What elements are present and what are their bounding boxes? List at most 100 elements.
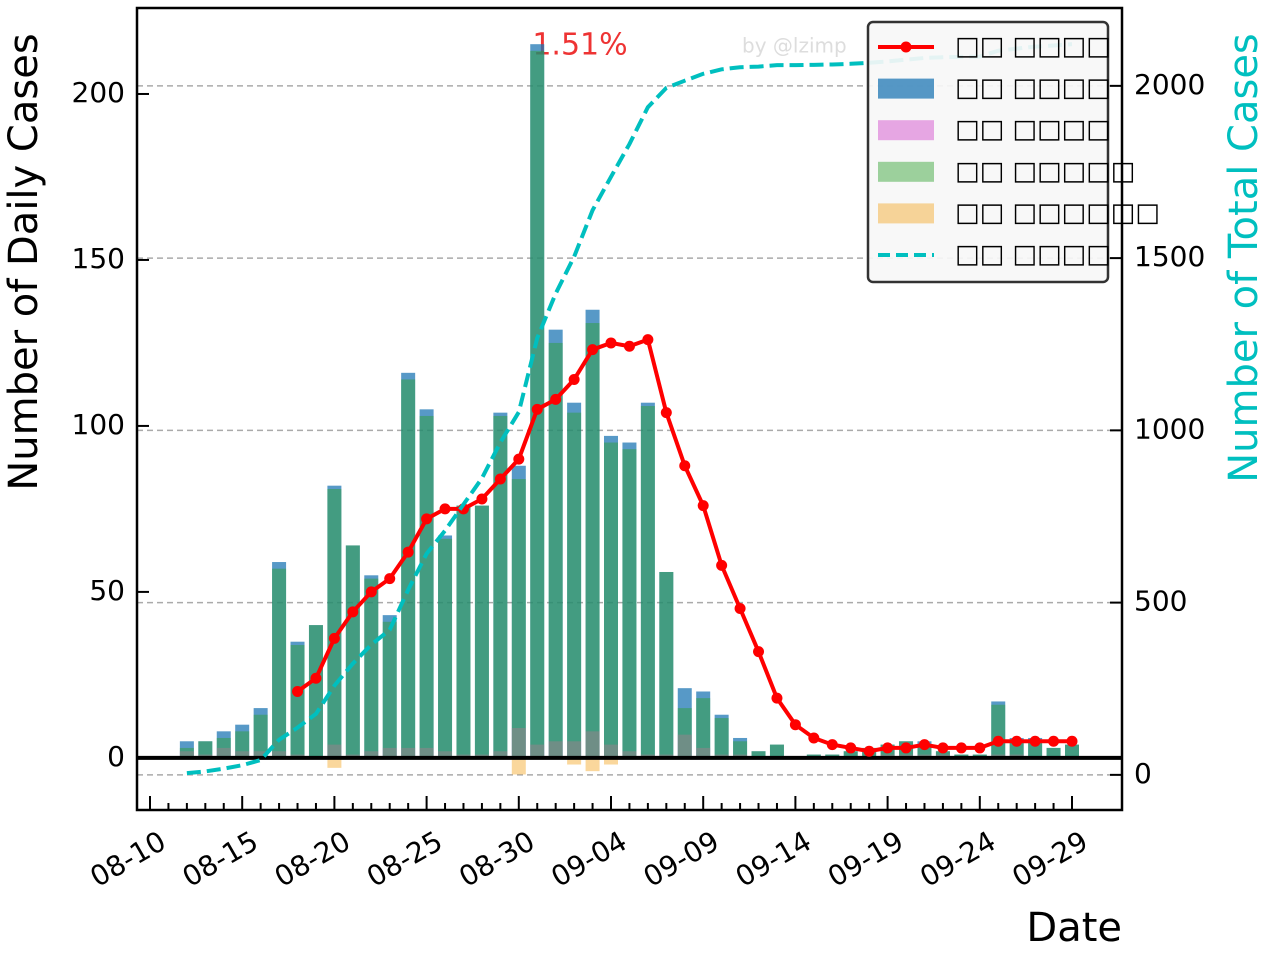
bar	[198, 741, 213, 758]
bar	[585, 323, 600, 758]
bar	[364, 575, 379, 758]
bar	[493, 415, 508, 758]
marker	[955, 742, 967, 754]
bar	[382, 615, 397, 758]
bar	[659, 571, 674, 758]
marker	[587, 344, 599, 356]
bar	[456, 505, 471, 758]
bar	[308, 625, 323, 758]
bar	[567, 757, 582, 765]
y-tick-label: 50	[89, 574, 125, 607]
bar	[733, 737, 748, 758]
bar	[567, 412, 582, 758]
y2-tick-label: 500	[1134, 585, 1187, 618]
legend-marker	[900, 41, 912, 53]
bar	[991, 704, 1006, 758]
y-tick-label: 200	[72, 76, 125, 109]
bar	[438, 535, 453, 758]
marker	[531, 403, 543, 415]
bar	[511, 757, 526, 775]
bar	[216, 747, 231, 758]
y2-axis-label: Number of Total Cases	[1221, 33, 1267, 483]
x-tick-label: 08-25	[361, 824, 448, 893]
y2-tick-label: 2000	[1134, 68, 1205, 101]
x-tick-label: 09-29	[1007, 824, 1094, 893]
bar	[604, 744, 618, 758]
bar	[585, 757, 600, 772]
bar	[308, 625, 323, 758]
marker	[476, 493, 488, 505]
marker	[605, 337, 617, 349]
legend: □□ □□□□ □□ □□□□ □□ □□□□ □□ □□□□□ □□ □□□□□□ □□…	[866, 20, 1160, 284]
bar	[272, 568, 287, 758]
legend-swatch	[878, 78, 934, 99]
y2-tick-label: 1000	[1134, 412, 1205, 445]
bar	[622, 442, 637, 758]
bar	[364, 578, 379, 758]
marker	[660, 407, 672, 419]
bar	[585, 309, 600, 758]
marker	[882, 742, 894, 754]
bar	[733, 741, 748, 758]
bar	[327, 757, 342, 768]
x-axis-label: Date	[1026, 905, 1122, 951]
marker	[808, 732, 820, 744]
marker	[439, 503, 451, 515]
marker	[1048, 735, 1060, 747]
bar	[474, 505, 489, 758]
bar	[235, 731, 250, 758]
bar	[1046, 747, 1061, 758]
legend-swatch	[878, 203, 934, 224]
bar	[253, 714, 268, 758]
x-tick-label: 09-19	[822, 824, 909, 893]
bar	[511, 728, 526, 758]
bar	[714, 714, 729, 758]
plot-frame	[135, 6, 1124, 812]
marker	[347, 606, 359, 618]
bar	[751, 751, 766, 758]
bar	[567, 741, 582, 758]
marker	[384, 573, 396, 585]
bar	[548, 342, 563, 758]
bar	[548, 741, 563, 758]
bar	[751, 751, 766, 758]
legend-label: □□ □□□□□□	[955, 198, 1160, 228]
bar	[677, 708, 692, 758]
y-tick-label: 150	[72, 242, 125, 275]
marker	[494, 473, 506, 485]
legend-label: □□ □□□□	[955, 32, 1111, 62]
bar	[640, 406, 655, 758]
marker	[900, 742, 912, 754]
bar	[327, 489, 342, 758]
marker	[826, 739, 838, 751]
marker	[568, 373, 580, 385]
bar	[438, 751, 453, 758]
bar	[235, 751, 250, 758]
marker	[1066, 735, 1078, 747]
bar	[677, 734, 692, 758]
bar	[1046, 747, 1061, 758]
marker	[421, 513, 433, 525]
bar	[456, 505, 471, 758]
bar	[382, 747, 397, 758]
bar	[179, 747, 194, 758]
marker	[771, 692, 783, 704]
marker	[642, 334, 654, 346]
x-tick-label: 08-15	[177, 824, 264, 893]
bar	[419, 747, 434, 758]
bar	[493, 751, 508, 758]
bar	[622, 751, 637, 758]
marker	[863, 745, 875, 757]
bar	[401, 747, 416, 758]
bar	[401, 379, 416, 758]
bar	[659, 571, 674, 758]
y-axis-label: Number of Daily Cases	[1, 33, 47, 490]
bar	[548, 329, 563, 758]
marker	[328, 632, 340, 644]
marker	[845, 742, 857, 754]
y-tick-label: 100	[72, 408, 125, 441]
bar	[843, 751, 858, 758]
bar	[511, 479, 526, 758]
bar	[769, 744, 784, 758]
